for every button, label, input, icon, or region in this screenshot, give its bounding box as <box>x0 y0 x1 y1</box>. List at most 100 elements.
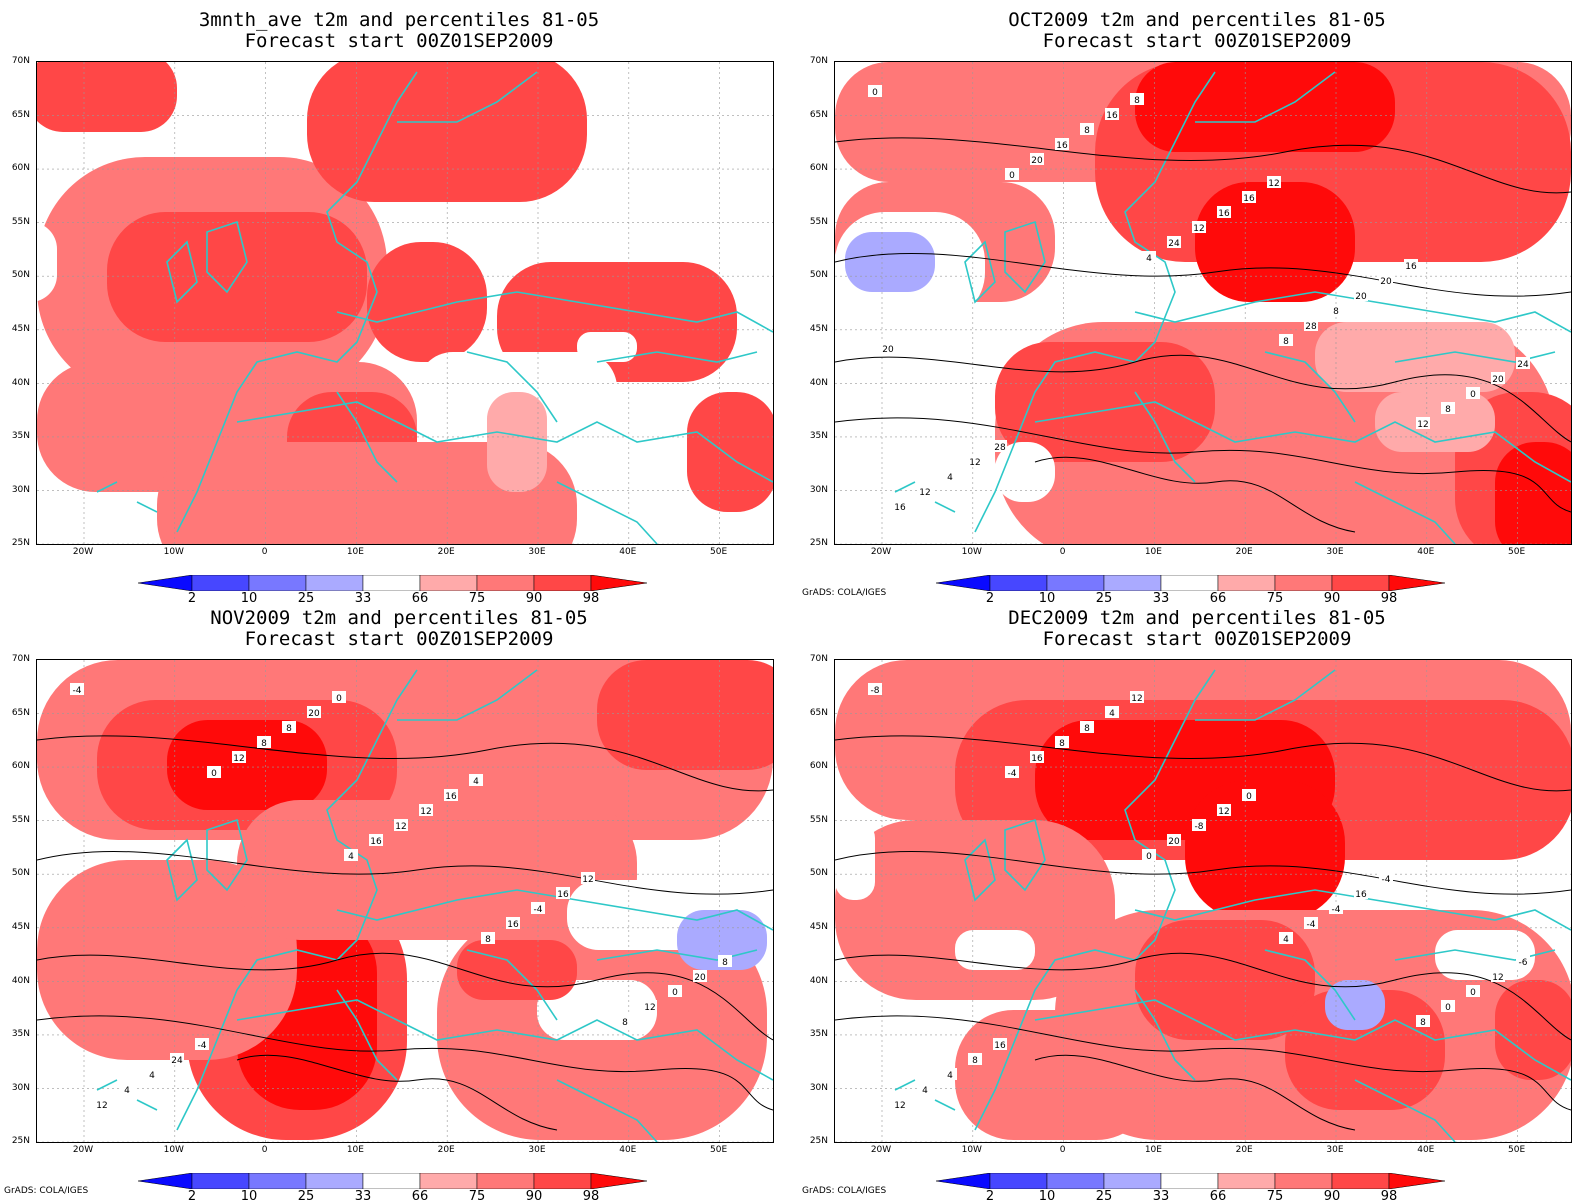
lat-tick-label: 55N <box>11 814 30 825</box>
lat-tick-label: 60N <box>809 163 828 174</box>
contour-line <box>1034 456 1356 533</box>
contour-line <box>835 952 1571 1041</box>
contour-label: 16 <box>893 500 907 513</box>
svg-text:16: 16 <box>1243 194 1255 204</box>
svg-text:12: 12 <box>1193 224 1204 234</box>
lat-tick-label: 50N <box>809 270 828 281</box>
contour-label: 12 <box>968 455 982 468</box>
svg-text:0: 0 <box>1009 171 1015 181</box>
contour-line <box>835 252 1571 297</box>
colorbar-label: 75 <box>468 1189 486 1204</box>
lat-tick-label: 25N <box>11 538 30 549</box>
svg-text:16: 16 <box>507 920 519 930</box>
contour-label: 12 <box>232 751 246 764</box>
lat-tick-label: 45N <box>11 324 30 334</box>
colorbar-label: 33 <box>1152 591 1170 606</box>
colorbar-label: 90 <box>1323 591 1341 606</box>
lat-tick-label: 65N <box>809 109 828 120</box>
contour-label: 24 <box>170 1053 184 1066</box>
contour-label: 16 <box>1354 887 1368 900</box>
svg-text:12: 12 <box>644 1003 655 1013</box>
lon-tick-label: 30E <box>528 1145 546 1155</box>
colorbar-label: 75 <box>468 591 486 606</box>
colorbar-label: 66 <box>411 1189 429 1204</box>
shaded-region <box>1195 182 1355 302</box>
svg-text:8: 8 <box>261 739 267 749</box>
shaded-region <box>1495 442 1571 544</box>
svg-text:8: 8 <box>722 958 728 968</box>
svg-text:16: 16 <box>445 792 457 802</box>
lat-tick-label: 65N <box>11 707 30 718</box>
contour-label: 8 <box>1329 304 1343 317</box>
svg-text:4: 4 <box>1109 709 1115 719</box>
colorbar-label: 66 <box>1209 591 1227 606</box>
colorbar-label: 75 <box>1266 591 1284 606</box>
svg-text:16: 16 <box>994 1041 1006 1051</box>
shaded-region <box>845 232 935 292</box>
lon-tick-label: 20E <box>1235 1145 1253 1155</box>
svg-text:8: 8 <box>972 1056 978 1066</box>
shaded-region <box>1285 990 1445 1110</box>
shaded-region <box>157 442 577 544</box>
lon-tick-label: 0 <box>261 547 268 557</box>
colorbar-strip <box>138 575 648 591</box>
contour-label: 0 <box>668 985 682 998</box>
lat-tick-label: 50N <box>11 868 30 879</box>
lon-tick-label: 50E <box>710 1145 728 1155</box>
map-plot: 0 0 4 8 12 16 20 24 28 8 12 16 12 8 0 4 8 16 20 20 12 16 16 20 2… <box>834 61 1572 545</box>
svg-text:-4: -4 <box>198 1041 207 1051</box>
shaded-region <box>677 910 767 970</box>
svg-text:20: 20 <box>1380 277 1392 287</box>
lon-tick-label: 10W <box>163 1145 184 1155</box>
contour-label: 8 <box>1080 123 1094 136</box>
svg-text:20: 20 <box>1168 837 1180 847</box>
contour-label: 4 <box>1279 932 1293 945</box>
svg-text:12: 12 <box>919 488 930 498</box>
shaded-region <box>367 242 487 362</box>
svg-text:4: 4 <box>947 473 953 483</box>
lat-tick-label: 55N <box>809 216 828 227</box>
contour-label: 8 <box>1416 1015 1430 1028</box>
colorbar-label: 10 <box>1038 1189 1056 1204</box>
colorbar-label: 66 <box>1209 1189 1227 1204</box>
lat-tick-label: 40N <box>809 377 828 388</box>
shaded-region <box>1315 322 1515 392</box>
svg-text:8: 8 <box>1134 96 1140 106</box>
lat-tick-label: 45N <box>809 922 828 932</box>
lon-tick-label: 30E <box>528 547 546 557</box>
contour-label: 12 <box>918 485 932 498</box>
lat-tick-label: 30N <box>11 484 30 495</box>
contour-label: 8 <box>1279 334 1293 347</box>
contour-line <box>835 1015 1571 1111</box>
svg-text:12: 12 <box>395 822 406 832</box>
lon-tick-label: 40E <box>619 547 637 557</box>
lat-tick-label: 35N <box>11 1029 30 1040</box>
shaded-region <box>487 392 547 492</box>
colorbar-label: 90 <box>525 1189 543 1204</box>
contour-label: 16 <box>444 789 458 802</box>
svg-text:24: 24 <box>1168 239 1180 249</box>
contour-line <box>835 417 1571 513</box>
svg-text:24: 24 <box>171 1056 183 1066</box>
svg-text:0: 0 <box>672 988 678 998</box>
lon-tick-label: 20W <box>72 1145 94 1155</box>
colorbar-label: 33 <box>354 1189 372 1204</box>
svg-text:16: 16 <box>557 890 569 900</box>
contour-label: 16 <box>1105 108 1119 121</box>
contour-label: 12 <box>1217 804 1231 817</box>
contour-label: 20 <box>1379 274 1393 287</box>
contour-label: 16 <box>1242 191 1256 204</box>
svg-text:16: 16 <box>1056 141 1068 151</box>
svg-text:0: 0 <box>1445 1003 1451 1013</box>
contour-label: 4 <box>1105 706 1119 719</box>
colorbar-label: 66 <box>411 591 429 606</box>
lat-tick-label: 25N <box>809 538 828 549</box>
svg-text:4: 4 <box>1146 254 1152 264</box>
contour-label: 12 <box>419 804 433 817</box>
colorbar-strip <box>936 575 1446 591</box>
contour-label: 16 <box>993 1038 1007 1051</box>
contour-label: 0 <box>1142 849 1156 862</box>
grads-credit: GrADS: COLA/IGES <box>802 1186 887 1196</box>
contour-label: 28 <box>1304 319 1318 332</box>
contour-label: 12 <box>394 819 408 832</box>
